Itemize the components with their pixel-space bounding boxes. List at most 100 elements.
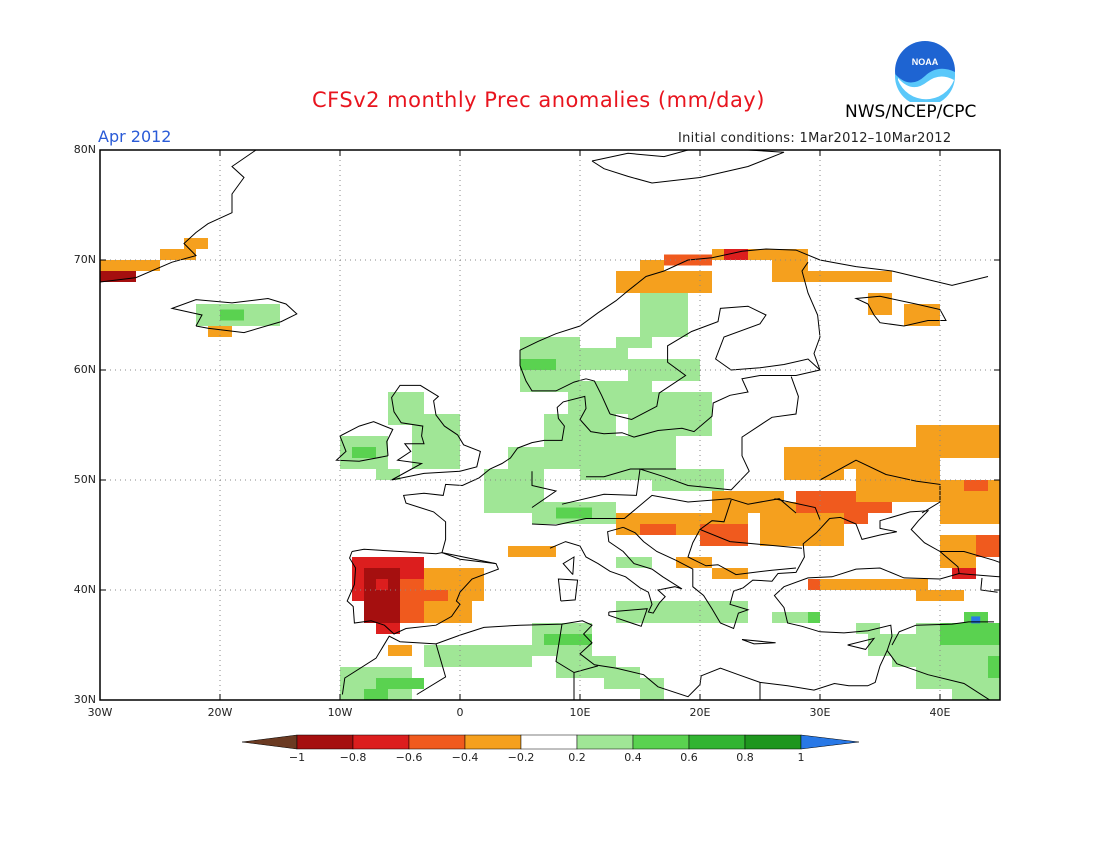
coastline [687,529,797,576]
logo-text: NOAA [912,57,939,67]
anomaly-cell [892,656,940,667]
anomaly-cell [700,524,748,546]
lon-label: 10E [569,706,591,719]
anomaly-cell [616,271,712,293]
colorbar-label: −0.6 [395,751,423,764]
anomaly-cell [784,447,844,480]
colorbar-label: 0.2 [568,751,586,764]
lat-label: 70N [73,253,96,266]
coastline [531,494,797,526]
anomaly-cell [424,645,532,667]
anomaly-cell [712,601,748,623]
anomaly-cell [676,557,712,568]
colorbar-label: −1 [288,751,306,764]
coastline [585,378,611,415]
anomaly-cell [772,260,808,282]
anomaly-cell [856,623,880,634]
noaa-logo: NOAA [894,40,956,106]
anomaly-cell [988,656,1000,678]
colorbar-arrow-low [241,734,298,750]
anomaly-cell [916,425,1000,458]
coastline [940,551,1000,578]
coastline [591,150,785,184]
anomaly-cell [971,616,981,624]
colorbar [241,734,860,750]
initial-conditions: Initial conditions: 1Mar2012–10Mar2012 [678,131,952,146]
colorbar-label: 1 [797,751,805,764]
colorbar-bin [744,734,802,750]
lon-label: 10W [327,706,353,719]
anomaly-cell [424,568,484,590]
anomaly-cell [364,568,400,623]
anomaly-cell [964,480,988,491]
anomaly-cell [412,414,460,469]
lon-label: 20W [207,706,233,719]
chart-title: CFSv2 monthly Prec anomalies (mm/day) [312,88,765,112]
anomaly-cell [640,524,676,535]
anomaly-cell [868,293,892,315]
colorbar-label: −0.8 [339,751,367,764]
anomaly-cell [712,568,748,579]
anomaly-cell [940,502,1000,524]
coastline [562,556,575,575]
coastline [555,624,575,673]
coastline [531,471,558,508]
anomaly-cell [976,535,1000,557]
coastline [561,376,799,505]
colorbar-bin [352,734,410,750]
lon-label: 30E [809,706,831,719]
coastline [698,499,803,549]
lon-label: 40E [929,706,951,719]
anomaly-cell [808,271,892,282]
anomaly-cell [556,656,616,678]
map-frame [99,149,1001,701]
agency-label: NWS/NCEP/CPC [845,102,977,122]
anomaly-cell [376,678,424,689]
anomaly-cell [352,447,376,458]
anomaly-cell [376,579,388,590]
anomaly-cell [640,678,664,700]
coastline [549,526,683,614]
anomaly-cell [184,238,208,249]
coastline [854,295,947,327]
colorbar-bin [688,734,746,750]
anomaly-cell [508,447,580,469]
anomaly-cell [940,623,1000,645]
anomaly-cell [652,469,724,491]
anomaly-cell [580,348,628,370]
coastline [586,468,676,478]
anomaly-cell [724,249,748,260]
anomaly-cell [388,645,412,656]
anomaly-cell [160,249,196,260]
anomaly-cells [100,238,1000,700]
lat-label: 30N [73,693,96,706]
anomaly-cell [508,546,556,557]
coastline [609,305,821,421]
coastline [1024,535,1054,587]
anomaly-cell [604,667,640,689]
coastline [741,639,776,645]
lat-label: 40N [73,583,96,596]
coastline [170,297,298,334]
colorbar-bin [296,734,354,750]
colorbar-label: −0.4 [451,751,479,764]
coastline [441,552,497,565]
anomaly-cell [100,260,160,271]
coastline [557,578,579,602]
anomaly-cell [712,249,808,260]
anomaly-cell [916,667,1000,689]
colorbar-label: 0.4 [624,751,642,764]
lat-label: 80N [73,143,96,156]
coastline [519,248,989,392]
colorbar-label: −0.2 [507,751,535,764]
anomaly-cell [520,359,556,370]
anomaly-cell [556,507,592,519]
lat-label: 60N [73,363,96,376]
coastline [335,421,394,462]
coastline [819,459,941,514]
coastline [341,620,868,698]
anomaly-cell [640,260,664,271]
lon-label: 0 [456,706,464,719]
anomaly-cell [808,612,820,623]
coastline [622,510,960,687]
